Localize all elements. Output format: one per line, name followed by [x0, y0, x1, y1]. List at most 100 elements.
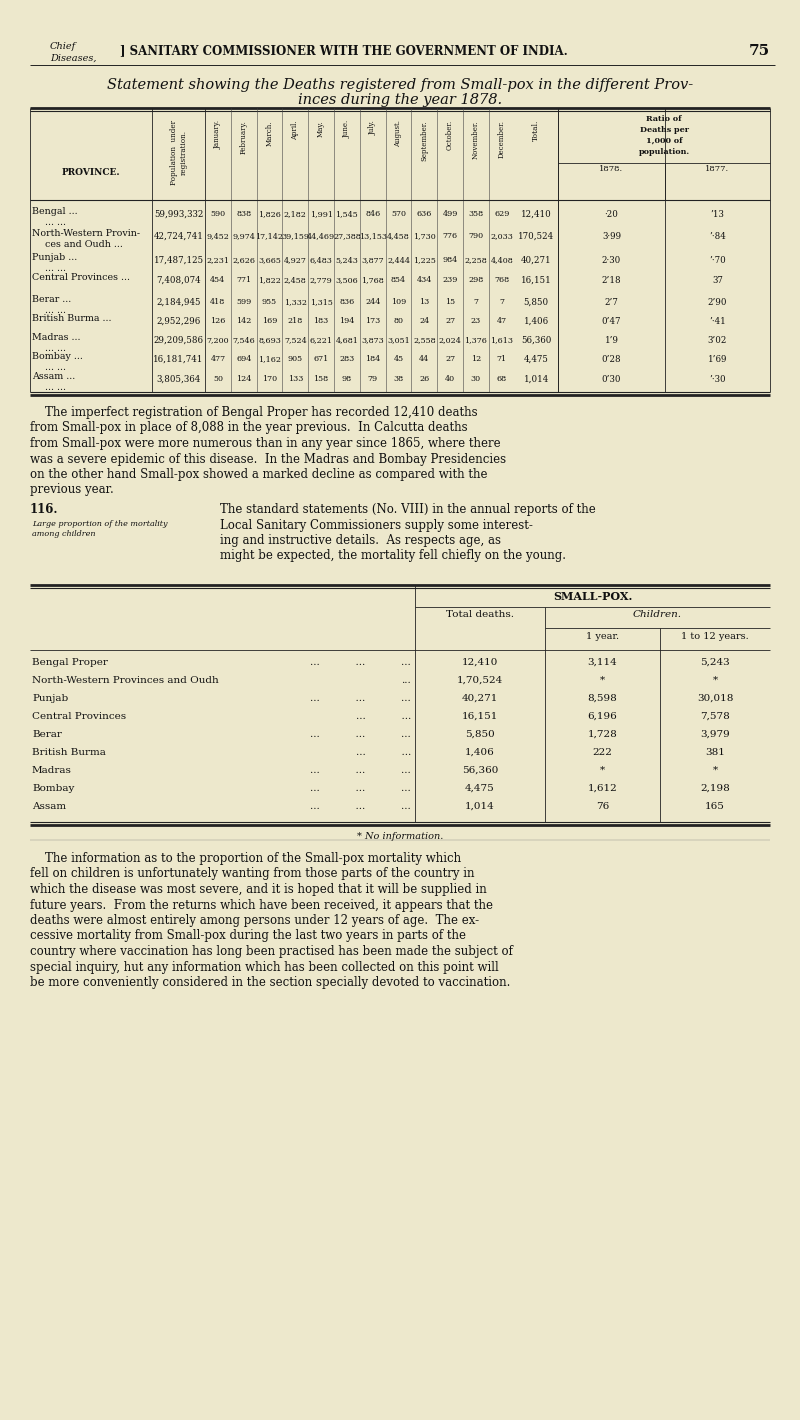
Text: 16,181,741: 16,181,741 [154, 355, 204, 364]
Text: 1,70,524: 1,70,524 [457, 676, 503, 684]
Text: 23: 23 [470, 317, 481, 325]
Text: among children: among children [32, 530, 95, 538]
Text: 42,724,741: 42,724,741 [154, 231, 203, 241]
Text: 56,360: 56,360 [462, 765, 498, 775]
Text: The information as to the proportion of the Small-pox mortality which: The information as to the proportion of … [30, 852, 461, 865]
Text: 636: 636 [417, 210, 432, 219]
Text: on the other hand Small-pox showed a marked decline as compared with the: on the other hand Small-pox showed a mar… [30, 469, 487, 481]
Text: ...           ...           ...: ... ... ... [310, 802, 411, 811]
Text: 2,184,945: 2,184,945 [156, 298, 201, 307]
Text: 836: 836 [339, 298, 354, 305]
Text: 3,665: 3,665 [258, 256, 281, 264]
Text: 133: 133 [288, 375, 303, 383]
Text: Assam ...: Assam ... [32, 372, 75, 381]
Text: 3,506: 3,506 [335, 275, 358, 284]
Text: 2,033: 2,033 [490, 231, 513, 240]
Text: 9,974: 9,974 [232, 231, 255, 240]
Text: March.: March. [266, 121, 274, 145]
Text: 5,850: 5,850 [465, 730, 495, 738]
Text: 4,458: 4,458 [387, 231, 410, 240]
Text: 40,271: 40,271 [521, 256, 552, 266]
Text: 98: 98 [342, 375, 352, 383]
Text: 2,952,296: 2,952,296 [156, 317, 201, 327]
Text: ...: ... [402, 676, 411, 684]
Text: 7,578: 7,578 [700, 711, 730, 721]
Text: 244: 244 [365, 298, 380, 305]
Text: 7: 7 [474, 298, 478, 305]
Text: Chief: Chief [50, 43, 76, 51]
Text: which the disease was most severe, and it is hoped that it will be supplied in: which the disease was most severe, and i… [30, 883, 486, 896]
Text: Punjab: Punjab [32, 694, 68, 703]
Text: ing and instructive details.  As respects age, as: ing and instructive details. As respects… [220, 534, 501, 547]
Text: future years.  From the returns which have been received, it appears that the: future years. From the returns which hav… [30, 899, 493, 912]
Text: SMALL-POX.: SMALL-POX. [553, 591, 632, 602]
Text: 0’30: 0’30 [602, 375, 622, 383]
Text: 1,406: 1,406 [465, 748, 495, 757]
Text: 1,768: 1,768 [362, 275, 384, 284]
Text: 2,779: 2,779 [310, 275, 333, 284]
Text: ... ...: ... ... [45, 383, 66, 392]
Text: 7,546: 7,546 [232, 337, 255, 344]
Text: 7: 7 [499, 298, 504, 305]
Text: 1877.: 1877. [706, 165, 730, 173]
Text: ... ...: ... ... [45, 344, 66, 354]
Text: 2’7: 2’7 [605, 298, 618, 307]
Text: 76: 76 [596, 802, 609, 811]
Text: 24: 24 [419, 317, 430, 325]
Text: 454: 454 [210, 275, 226, 284]
Text: 37: 37 [712, 275, 723, 285]
Text: 6,221: 6,221 [310, 337, 333, 344]
Text: Berar: Berar [32, 730, 62, 738]
Text: The imperfect registration of Bengal Proper has recorded 12,410 deaths: The imperfect registration of Bengal Pro… [30, 406, 478, 419]
Text: 283: 283 [339, 355, 354, 364]
Text: August.: August. [394, 121, 402, 148]
Text: Bengal Proper: Bengal Proper [32, 657, 108, 667]
Text: 358: 358 [468, 210, 483, 219]
Text: 2,626: 2,626 [232, 256, 255, 264]
Text: November.: November. [472, 121, 480, 159]
Text: deaths were almost entirely among persons under 12 years of age.  The ex-: deaths were almost entirely among person… [30, 914, 479, 927]
Text: ...           ...           ...: ... ... ... [310, 657, 411, 667]
Text: ...           ...: ... ... [356, 748, 411, 757]
Text: 2,182: 2,182 [284, 210, 306, 219]
Text: 2,258: 2,258 [465, 256, 487, 264]
Text: ’13: ’13 [710, 210, 725, 219]
Text: 1,014: 1,014 [465, 802, 495, 811]
Text: 2,458: 2,458 [284, 275, 306, 284]
Text: 0’28: 0’28 [602, 355, 622, 364]
Text: 846: 846 [365, 210, 380, 219]
Text: 3·99: 3·99 [602, 231, 621, 241]
Text: 7,524: 7,524 [284, 337, 306, 344]
Text: 29,209,586: 29,209,586 [154, 337, 203, 345]
Text: 12,410: 12,410 [521, 210, 552, 219]
Text: 16,151: 16,151 [462, 711, 498, 721]
Text: 184: 184 [365, 355, 380, 364]
Text: 1,332: 1,332 [284, 298, 306, 305]
Text: 4,475: 4,475 [465, 784, 495, 792]
Text: 1,822: 1,822 [258, 275, 281, 284]
Text: inces during the year 1878.: inces during the year 1878. [298, 92, 502, 106]
Text: 298: 298 [468, 275, 483, 284]
Text: *: * [713, 676, 718, 684]
Text: October.: October. [446, 121, 454, 151]
Text: ces and Oudh ...: ces and Oudh ... [45, 240, 123, 248]
Text: 905: 905 [288, 355, 303, 364]
Text: 1,315: 1,315 [310, 298, 333, 305]
Text: 165: 165 [705, 802, 725, 811]
Text: 40: 40 [445, 375, 455, 383]
Text: 44,469: 44,469 [307, 231, 335, 240]
Text: 2’18: 2’18 [602, 275, 622, 285]
Text: 381: 381 [705, 748, 725, 757]
Text: 1 to 12 years.: 1 to 12 years. [681, 632, 749, 640]
Text: September.: September. [420, 121, 428, 160]
Text: Large proportion of the mortality: Large proportion of the mortality [32, 520, 167, 528]
Text: January.: January. [214, 121, 222, 149]
Text: Bombay ...: Bombay ... [32, 352, 83, 361]
Text: 3’02: 3’02 [708, 337, 727, 345]
Text: 838: 838 [236, 210, 251, 219]
Text: 477: 477 [210, 355, 226, 364]
Text: 4,927: 4,927 [284, 256, 306, 264]
Text: from Small-pox were more numerous than in any year since 1865, where there: from Small-pox were more numerous than i… [30, 437, 501, 450]
Text: 1,014: 1,014 [524, 375, 549, 383]
Text: 12,410: 12,410 [462, 657, 498, 667]
